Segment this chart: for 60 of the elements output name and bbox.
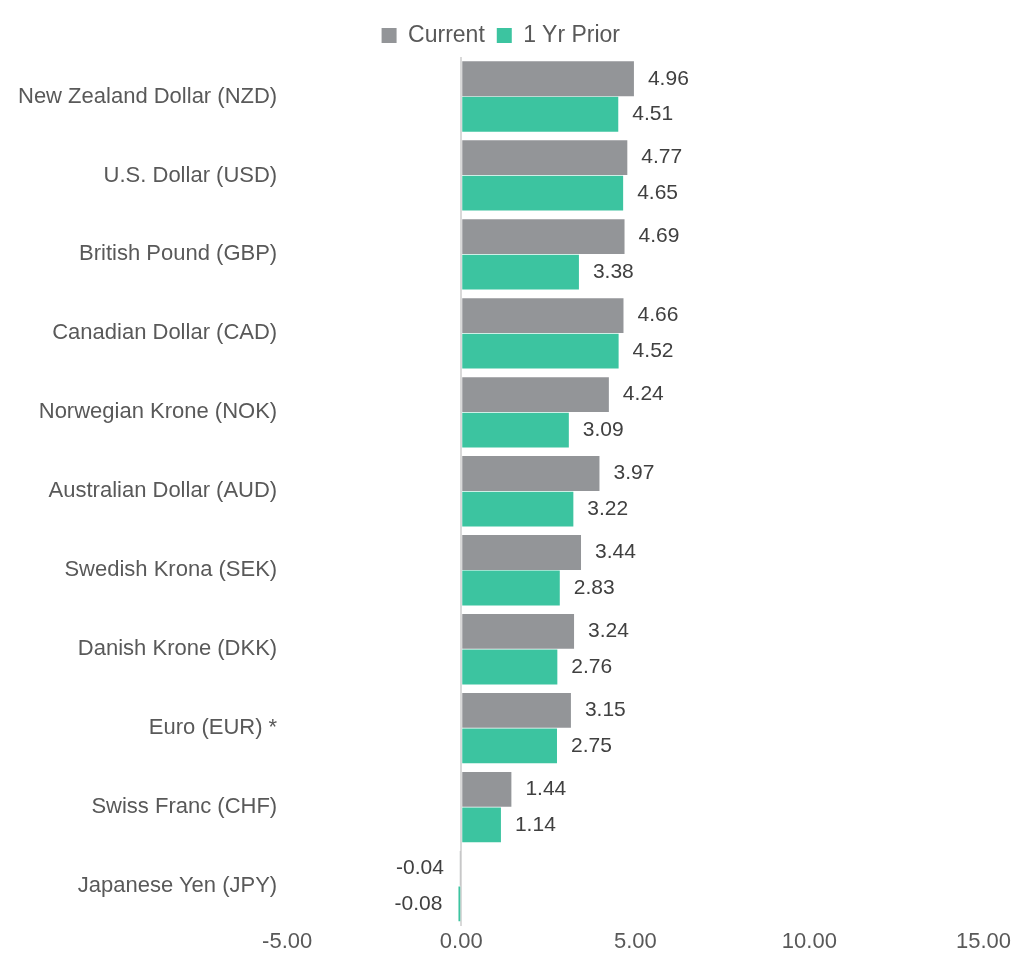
x-tick-label: 0.00: [439, 927, 483, 953]
bar: [462, 96, 619, 132]
bar: [462, 570, 560, 606]
y-tick-label: Norwegian Krone (NOK): [38, 398, 278, 424]
legend-label: Current: [408, 20, 486, 47]
x-tick-label: -5.00: [262, 927, 313, 953]
data-label: 3.44: [595, 539, 637, 563]
bar: [462, 219, 625, 255]
bar: [462, 728, 557, 764]
data-label: 2.75: [570, 732, 612, 756]
bar: [462, 140, 628, 176]
bar: [462, 491, 574, 527]
x-tick-label: 10.00: [781, 927, 837, 953]
bar: [462, 333, 619, 369]
bar: [462, 807, 501, 843]
data-label: 4.66: [637, 302, 679, 326]
bar: [462, 649, 558, 685]
y-tick-label: Swiss Franc (CHF): [91, 793, 278, 819]
y-tick-label: Japanese Yen (JPY): [77, 872, 278, 898]
bar: [462, 412, 569, 448]
y-tick-label: New Zealand Dollar (NZD): [17, 82, 278, 108]
data-label: 3.97: [613, 460, 655, 484]
y-tick-label: Australian Dollar (AUD): [48, 477, 278, 503]
y-tick-label: U.S. Dollar (USD): [103, 161, 278, 187]
data-label: 1.14: [514, 811, 557, 835]
y-tick-label: Swedish Krona (SEK): [64, 556, 278, 582]
data-label: 4.52: [632, 337, 674, 361]
bar: [462, 254, 579, 290]
data-label: 4.77: [641, 144, 683, 168]
data-label: 4.69: [638, 223, 680, 247]
bar: [462, 456, 600, 491]
data-label: 2.76: [571, 653, 613, 677]
bar: [462, 377, 609, 412]
bar: [462, 614, 575, 649]
bar: [462, 771, 512, 807]
y-tick-label: Euro (EUR) *: [148, 714, 278, 740]
data-label: 3.22: [587, 495, 629, 519]
data-label: 3.24: [588, 618, 630, 642]
y-tick-label: Canadian Dollar (CAD): [52, 319, 278, 345]
data-label: 2.83: [573, 574, 615, 598]
data-label: 4.96: [647, 65, 689, 89]
x-tick-label: 15.00: [955, 927, 1011, 953]
data-label: 3.09: [582, 416, 624, 440]
data-label: 3.15: [584, 697, 626, 721]
data-label: 1.44: [525, 776, 567, 800]
data-label: 4.51: [632, 101, 674, 125]
bar: [462, 535, 582, 570]
bar: [462, 61, 634, 97]
bar: [462, 298, 624, 334]
data-label: 4.24: [622, 381, 665, 405]
data-label: -0.04: [395, 855, 445, 879]
data-label: 4.65: [637, 180, 679, 204]
data-label: -0.08: [394, 890, 443, 914]
y-tick-label: British Pound (GBP): [79, 240, 278, 266]
bar: [462, 175, 624, 211]
data-label: 3.38: [592, 258, 634, 282]
bar: [462, 693, 571, 728]
legend-label: 1 Yr Prior: [523, 20, 621, 47]
y-tick-label: Danish Krone (DKK): [77, 635, 278, 661]
x-tick-label: 5.00: [613, 927, 657, 953]
